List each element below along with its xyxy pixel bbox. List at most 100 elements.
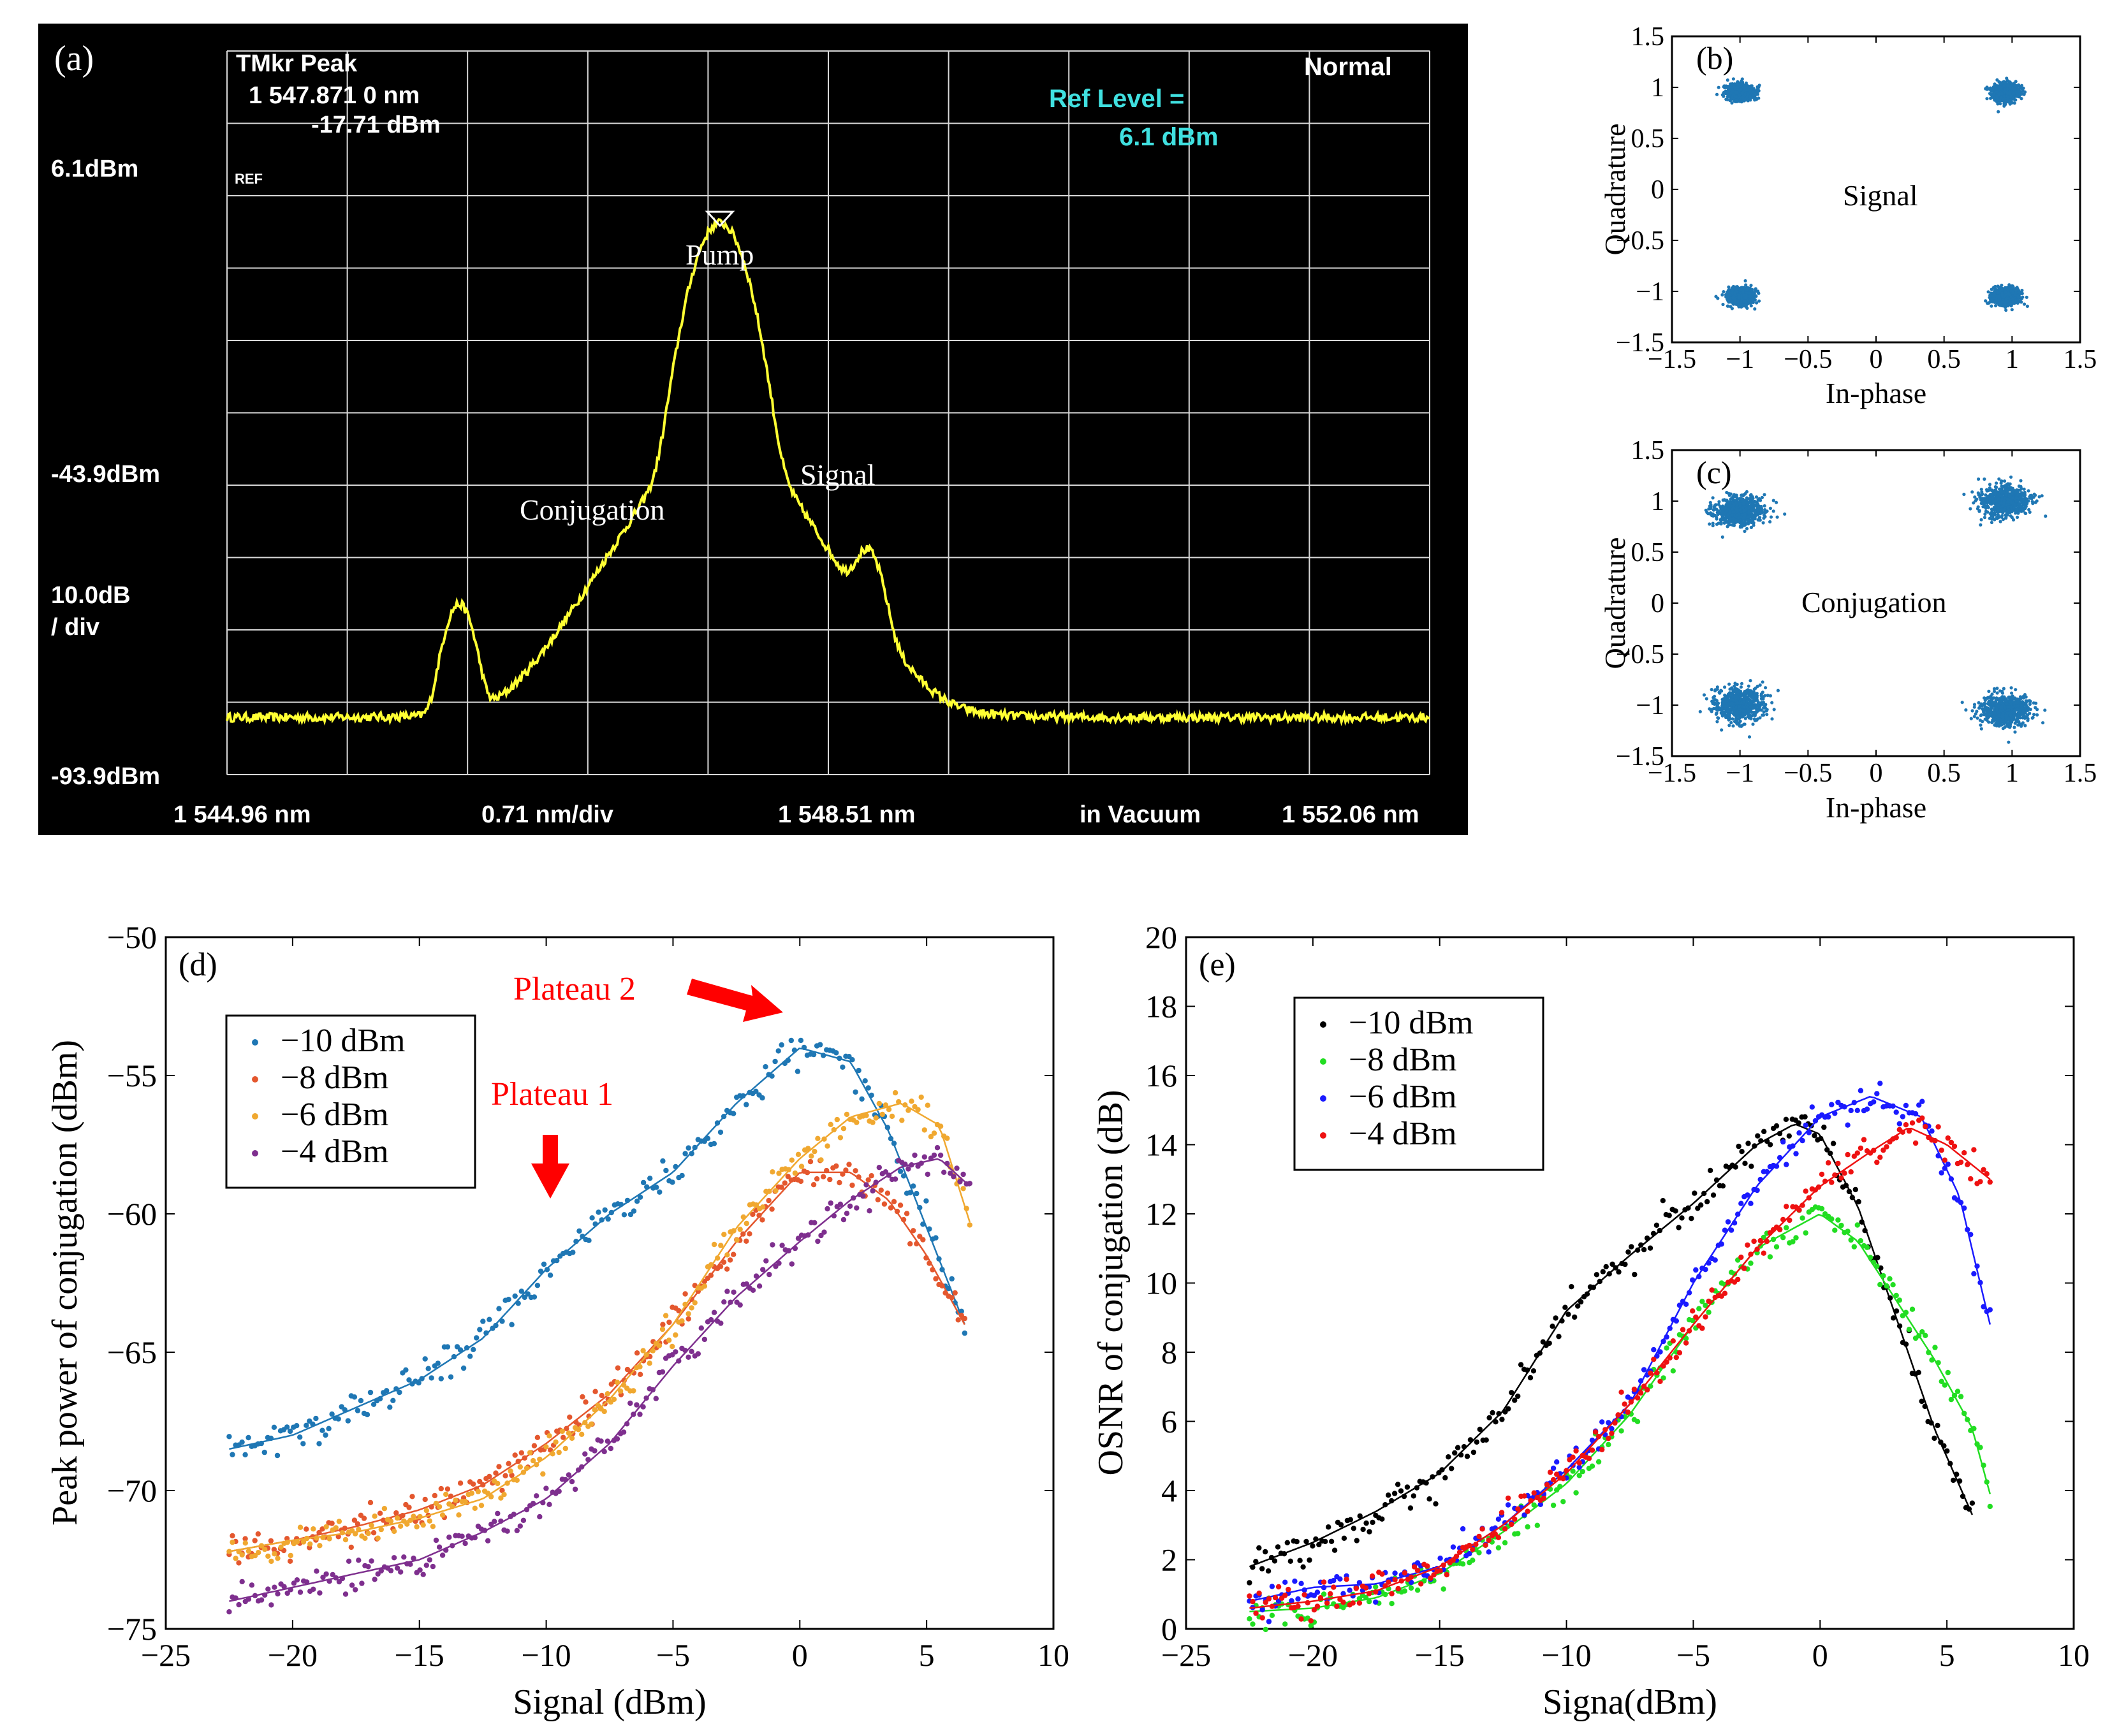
osa-grid [226, 50, 1430, 775]
constellation-point [1761, 690, 1764, 694]
constellation-point [1719, 519, 1723, 523]
constellation-point [1720, 702, 1724, 706]
constellation-point [1988, 516, 1991, 520]
constellation-point [1715, 92, 1719, 96]
constellation-point [2002, 94, 2006, 98]
constellation-point [1764, 686, 1768, 690]
ref-tag: REF [235, 171, 263, 187]
constellation-point [1736, 85, 1740, 89]
constellation-point [1734, 711, 1738, 715]
constellation-point [1985, 87, 1989, 91]
x-label-start: 1 544.96 nm [173, 801, 311, 828]
constellation-point [1739, 288, 1743, 292]
constellation-point [1983, 477, 1986, 481]
constellation-point [1727, 694, 1731, 697]
constellation-point [1727, 682, 1731, 686]
constellation-point [1964, 708, 1968, 712]
constellation-point [1729, 720, 1733, 725]
constellation-point [1714, 712, 1718, 716]
constellation-point [1720, 535, 1724, 539]
constellation-point [1748, 705, 1752, 709]
constellation-point [1735, 513, 1739, 518]
constellation-point [1742, 709, 1747, 713]
constellation-point [1734, 495, 1738, 499]
constellation-point [1742, 286, 1746, 290]
constellation-point [2002, 507, 2006, 511]
constellation-point [1752, 687, 1756, 691]
constellation-point [1990, 520, 1994, 525]
constellation-point [2006, 488, 2011, 492]
constellation-point [2007, 740, 2011, 744]
constellation-point [2021, 86, 2025, 90]
constellation-point [1711, 522, 1715, 525]
constellation-point [2014, 80, 2018, 84]
constellation-point [1733, 87, 1737, 91]
x-tick-label: −0.5 [1784, 345, 1832, 374]
constellation-point [1726, 513, 1730, 517]
constellation-point [1761, 680, 1764, 684]
constellation-point [1729, 82, 1733, 86]
constellation-point [1970, 709, 1974, 713]
constellation-point [1995, 94, 1999, 98]
constellation-point [2020, 97, 2023, 101]
constellation-point [1747, 684, 1750, 688]
constellation-point [1749, 304, 1753, 308]
constellation-point [2007, 283, 2011, 287]
constellation-point [1979, 523, 1983, 527]
constellation-point [1979, 727, 1983, 731]
constellation-point [1706, 512, 1710, 516]
constellation-point [1984, 493, 1988, 497]
constellation-point [1734, 520, 1738, 524]
constellation-point [2000, 92, 2004, 96]
constellation-point [1748, 286, 1752, 290]
y-label-mid: -43.9dBm [51, 461, 160, 488]
constellation-point [1730, 101, 1734, 105]
constellation-point [2010, 308, 2014, 312]
y-tick-label: −1.5 [1616, 742, 1664, 771]
constellation-point [2009, 475, 2013, 479]
constellation-point [1752, 87, 1756, 91]
marker-wavelength: 1 547.871 0 nm [249, 82, 420, 109]
constellation-point [2008, 510, 2012, 514]
constellation-point [2020, 508, 2024, 513]
constellation-point [2007, 100, 2011, 104]
constellation-point [2009, 94, 2013, 98]
constellation-point [2003, 295, 2007, 298]
constellation-point [1776, 689, 1780, 692]
constellation-point [1726, 520, 1729, 523]
constellation-point [1998, 520, 2002, 523]
constellation-point [1728, 501, 1732, 505]
annotation-signal: Signal [800, 458, 876, 491]
constellation-point [1734, 509, 1738, 513]
constellation-point [1739, 87, 1743, 91]
constellation-point [1733, 299, 1737, 303]
constellation-point [1750, 95, 1754, 99]
constellation-point [1724, 89, 1727, 93]
constellation-point [1720, 293, 1724, 297]
constellation-point [1998, 98, 2002, 102]
constellation-point [2013, 504, 2017, 507]
constellation-point [1985, 489, 1989, 493]
constellation-point [2032, 713, 2036, 717]
constellation-point [2006, 500, 2010, 504]
panel-c-conjugation-constellation: −1.5 −1 −0.5 0 0.5 1 1.51.510.50−0.5−1−1.5 (c)… [1599, 436, 2097, 824]
constellation-point [1722, 521, 1726, 525]
constellation-point [2008, 85, 2012, 89]
constellation-point [1747, 506, 1751, 509]
constellation-point [1758, 683, 1762, 687]
constellation-point [2019, 485, 2023, 488]
y-tick-label: 0.5 [1631, 538, 1665, 567]
constellation-point [1775, 500, 1778, 504]
constellation-point [1744, 81, 1748, 85]
constellation-point [1742, 509, 1747, 513]
y-tick-label: 0 [1651, 589, 1664, 618]
constellation-point [1758, 704, 1762, 708]
constellation-point [1980, 493, 1984, 497]
x-label-span: 0.71 nm/div [481, 801, 613, 828]
constellation-point [1727, 493, 1731, 497]
ticks-b: −1.5 −1 −0.5 0 0.5 1 1.51.510.50−0.5−1−1.5 [1616, 22, 2097, 374]
constellation-point [1743, 98, 1747, 101]
constellation-point [2011, 518, 2016, 522]
mode-label: Normal [1304, 53, 1392, 81]
